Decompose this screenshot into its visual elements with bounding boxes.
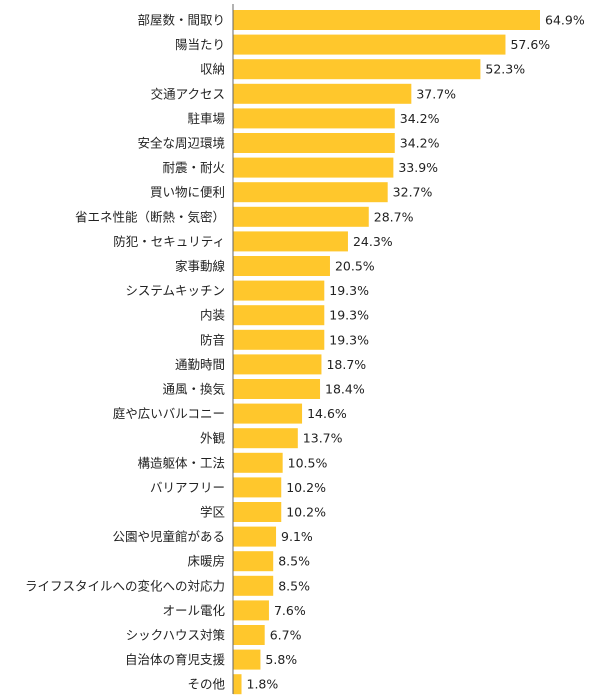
bar bbox=[233, 477, 282, 498]
category-labels-group: 部屋数・間取り陽当たり収納交通アクセス駐車場安全な周辺環境耐震・耐火買い物に便利… bbox=[25, 13, 226, 692]
category-label: 防音 bbox=[200, 332, 225, 347]
category-label: 自治体の育児支援 bbox=[125, 652, 226, 667]
bar bbox=[233, 551, 274, 572]
bar bbox=[233, 34, 506, 55]
category-label: 収納 bbox=[200, 62, 225, 77]
bar bbox=[233, 403, 303, 424]
bar bbox=[233, 600, 269, 621]
category-label: 陽当たり bbox=[175, 37, 225, 52]
value-label: 13.7% bbox=[303, 431, 343, 446]
value-label: 20.5% bbox=[335, 259, 375, 274]
bar bbox=[233, 379, 321, 399]
bar bbox=[233, 575, 274, 596]
value-label: 37.7% bbox=[416, 86, 456, 101]
value-label: 5.8% bbox=[265, 652, 297, 667]
value-label: 10.2% bbox=[286, 480, 326, 495]
category-label: オール電化 bbox=[162, 603, 225, 618]
bar bbox=[233, 59, 481, 80]
category-label: 庭や広いバルコニー bbox=[113, 406, 225, 421]
value-label: 24.3% bbox=[353, 234, 393, 249]
bar bbox=[233, 625, 265, 645]
value-label: 57.6% bbox=[510, 37, 550, 52]
category-label: 床暖房 bbox=[187, 554, 225, 569]
value-label: 18.7% bbox=[326, 357, 366, 372]
category-label: 内装 bbox=[200, 308, 225, 323]
bar bbox=[233, 182, 388, 203]
category-label: 安全な周辺環境 bbox=[137, 136, 225, 151]
bar bbox=[233, 10, 540, 30]
category-label: 防犯・セキュリティ bbox=[113, 234, 225, 249]
category-label: ライフスタイルへの変化への対応力 bbox=[25, 578, 225, 593]
bar bbox=[233, 452, 283, 473]
bar bbox=[233, 649, 261, 670]
category-label: その他 bbox=[187, 677, 225, 692]
value-label: 33.9% bbox=[398, 160, 438, 175]
value-label: 7.6% bbox=[274, 603, 306, 618]
bar bbox=[233, 206, 369, 227]
value-label: 19.3% bbox=[329, 283, 369, 298]
bar bbox=[233, 674, 242, 695]
bar bbox=[233, 354, 322, 375]
bar bbox=[233, 83, 412, 104]
value-label: 19.3% bbox=[329, 332, 369, 347]
category-label: 通勤時間 bbox=[175, 357, 225, 372]
category-label: シックハウス対策 bbox=[126, 628, 226, 643]
category-label: 通風・換気 bbox=[162, 382, 225, 397]
category-label: システムキッチン bbox=[125, 283, 225, 298]
value-label: 6.7% bbox=[270, 628, 302, 643]
value-label: 19.3% bbox=[329, 308, 369, 323]
value-label: 64.9% bbox=[545, 13, 585, 28]
value-label: 1.8% bbox=[247, 677, 279, 692]
category-label: 部屋数・間取り bbox=[137, 13, 225, 28]
bar bbox=[233, 133, 395, 153]
value-label: 14.6% bbox=[307, 406, 347, 421]
value-label: 10.5% bbox=[288, 455, 328, 470]
value-label: 18.4% bbox=[325, 382, 365, 397]
category-label: 交通アクセス bbox=[151, 86, 225, 101]
bar bbox=[233, 502, 282, 522]
value-label: 34.2% bbox=[400, 136, 440, 151]
bar bbox=[233, 526, 277, 547]
bar bbox=[233, 108, 395, 129]
category-label: 買い物に便利 bbox=[150, 185, 225, 200]
value-labels-group: 64.9% 57.6% 52.3% 37.7% 34.2% 34.2% 33.9% 32.7%… bbox=[247, 13, 585, 692]
bar bbox=[233, 157, 394, 178]
value-label: 32.7% bbox=[393, 185, 433, 200]
bar bbox=[233, 280, 325, 301]
value-label: 52.3% bbox=[485, 62, 525, 77]
bar bbox=[233, 428, 298, 449]
bars-group bbox=[233, 10, 540, 695]
category-label: 学区 bbox=[200, 505, 225, 520]
value-label: 8.5% bbox=[278, 554, 310, 569]
category-label: 家事動線 bbox=[175, 259, 226, 274]
category-label: 公園や児童館がある bbox=[112, 529, 225, 544]
category-label: バリアフリー bbox=[150, 480, 225, 495]
bar bbox=[233, 231, 348, 252]
bar bbox=[233, 256, 330, 276]
value-label: 10.2% bbox=[286, 505, 326, 520]
category-label: 駐車場 bbox=[187, 111, 225, 126]
category-label: 省エネ性能（断熱・気密） bbox=[75, 209, 225, 224]
value-label: 9.1% bbox=[281, 529, 313, 544]
value-label: 8.5% bbox=[278, 578, 310, 593]
bar bbox=[233, 305, 325, 326]
value-label: 28.7% bbox=[374, 209, 414, 224]
value-label: 34.2% bbox=[400, 111, 440, 126]
category-label: 耐震・耐火 bbox=[162, 160, 225, 175]
category-label: 外観 bbox=[200, 431, 226, 446]
bar bbox=[233, 329, 325, 350]
category-label: 構造躯体・工法 bbox=[137, 455, 225, 470]
